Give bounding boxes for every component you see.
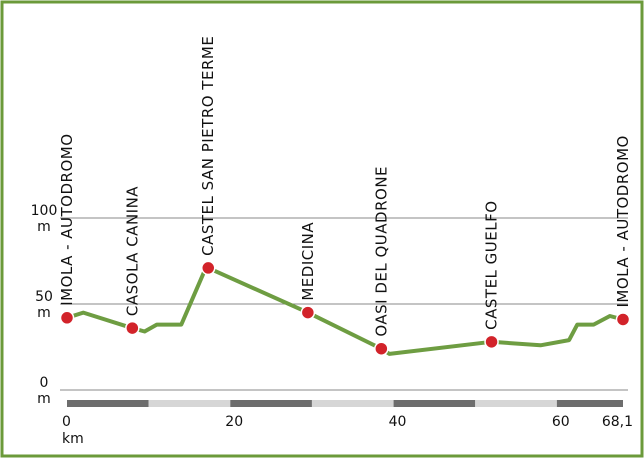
waypoint-label: OASI DEL QUADRONE [372,166,390,337]
scale-segment [230,400,312,407]
x-axis: 0 20 40 60 68,1 km [62,414,633,447]
waypoint-marker [300,305,316,320]
waypoint-marker [484,334,499,350]
waypoint-marker [200,260,216,276]
x-tick-label: 0 [62,414,71,430]
waypoint-label: CASOLA CANINA [123,186,141,316]
x-tick-label: 20 [225,414,243,430]
y-unit-label-50: m [37,305,51,321]
y-unit-label-0: m [37,391,51,407]
distance-scale-bar [67,400,623,407]
x-tick-label: 68,1 [602,414,633,430]
waypoint-label: CASTEL GUELFO [483,200,501,329]
y-tick-label-100: 100 [31,203,58,219]
waypoint-marker [615,312,631,327]
scale-segment [393,400,476,407]
elevation-series [65,265,625,356]
scale-segment [556,400,623,407]
y-tick-label-0: 0 [40,375,49,391]
scale-segment [311,400,394,407]
waypoint-label: IMOLA - AUTODROMO [614,135,632,307]
waypoint-marker [59,310,75,326]
x-tick-label: 40 [389,414,407,430]
x-unit-label: km [62,431,84,447]
y-tick-label-50: 50 [35,289,53,305]
y-unit-label-100: m [37,219,51,235]
waypoint-label: CASTEL SAN PIETRO TERME [199,36,217,256]
x-tick-label: 60 [552,414,570,430]
scale-segment [148,400,231,407]
scale-segment [67,400,149,407]
waypoint-label: IMOLA - AUTODROMO [58,133,76,305]
waypoint-label: MEDICINA [299,222,317,301]
gridlines [60,217,628,391]
scale-segment [475,400,557,407]
waypoints: IMOLA - AUTODROMO CASOLA CANINA CASTEL SAN… [58,36,632,356]
waypoint-marker [125,320,140,336]
waypoint-marker [374,341,389,356]
elevation-line [65,265,625,356]
